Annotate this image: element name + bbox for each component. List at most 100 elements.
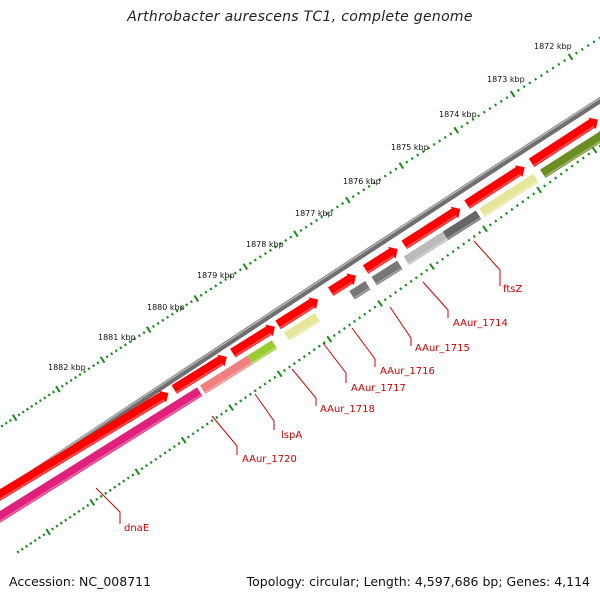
minor-tick [64,518,68,522]
tick-label-1876: 1876 kbp [343,177,381,186]
minor-tick [341,201,345,206]
minor-tick [505,211,509,215]
major-tick [429,263,435,271]
major-tick [591,146,598,154]
gene-AAur_1714 [442,210,482,241]
minor-tick [302,355,306,359]
minor-tick [163,451,167,455]
major-tick [145,326,152,334]
minor-tick [543,184,547,188]
major-tick [509,90,516,98]
minor-tick [362,188,366,192]
minor-tick [199,293,203,297]
minor-tick [545,70,549,74]
minor-tick [273,375,277,379]
minor-tick [409,279,413,284]
minor-tick [52,390,55,394]
cds-arrow-0 [0,390,169,501]
minor-tick [128,340,132,344]
minor-tick [268,379,272,383]
minor-tick [0,424,4,428]
minor-tick [17,413,21,417]
tick-label-1882: 1882 kbp [48,363,86,372]
minor-tick [37,536,41,540]
minor-tick [258,255,262,259]
tick-label-1872: 1872 kbp [534,42,572,51]
minor-tick [123,343,127,347]
gene-labels: ftsZ AAur_1714 AAur_1715 AAur_1716 AAur_… [124,284,522,534]
minor-tick [586,44,590,48]
minor-tick [16,550,20,554]
minor-tick [29,541,33,546]
gene-label-lspA: lspA [281,430,302,441]
minor-tick [154,457,158,461]
minor-tick [180,306,184,310]
major-tick [326,335,333,343]
minor-tick [356,191,360,195]
minor-tick [388,294,392,298]
cds-arrow-7 [464,165,525,209]
minor-tick [87,367,91,371]
major-tick [193,295,200,302]
accession-text: Accession: NC_008711 [9,574,152,589]
gene-AAur_1716 [371,260,403,286]
minor-tick [210,419,214,423]
major-tick [11,414,18,422]
minor-tick [126,476,130,480]
tick-label-1873: 1873 kbp [487,75,525,84]
minor-tick [451,250,455,254]
minor-tick [119,346,123,350]
minor-tick [499,215,503,219]
major-tick [180,436,187,444]
minor-tick [435,261,439,265]
minor-tick [449,132,453,136]
major-tick [567,53,574,61]
minor-tick [42,533,46,537]
minor-tick [133,337,137,341]
minor-tick [335,205,339,209]
minor-tick [373,305,377,309]
minor-tick [494,103,498,107]
minor-tick [110,352,114,356]
minor-tick [521,200,525,204]
minor-tick [528,81,532,85]
minor-tick [92,364,95,368]
major-tick [99,356,106,364]
minor-tick [522,85,526,89]
minor-tick [25,407,29,411]
minor-tick [238,268,242,272]
major-tick [276,370,283,378]
minor-tick [420,272,424,276]
minor-tick [51,527,55,531]
minor-tick [65,381,69,385]
minor-tick [279,242,283,246]
major-tick [293,230,299,238]
minor-tick [244,395,248,400]
minor-tick [372,181,376,185]
major-tick [453,126,460,134]
major-tick [55,385,61,393]
minor-tick [330,208,334,212]
minor-tick [170,312,174,316]
minor-tick [332,334,336,338]
minor-tick [358,316,362,320]
minor-tick [166,315,170,319]
major-tick [89,498,96,506]
minor-tick [25,544,29,548]
tick-label-1877: 1877 kbp [295,209,333,218]
minor-tick [515,204,519,208]
minor-tick [307,351,311,355]
minor-tick [287,365,292,369]
minor-tick [38,399,42,403]
scale-ring-inner [16,144,600,554]
minor-tick [427,146,431,150]
minor-tick [478,231,482,235]
gene-AAur_1720 [199,355,253,395]
major-tick [398,162,405,170]
gene-label-AAur_1717: AAur_1717 [351,383,406,394]
minor-tick [432,142,436,147]
minor-tick [201,425,205,429]
minor-tick [168,448,172,452]
minor-tick [172,445,176,449]
